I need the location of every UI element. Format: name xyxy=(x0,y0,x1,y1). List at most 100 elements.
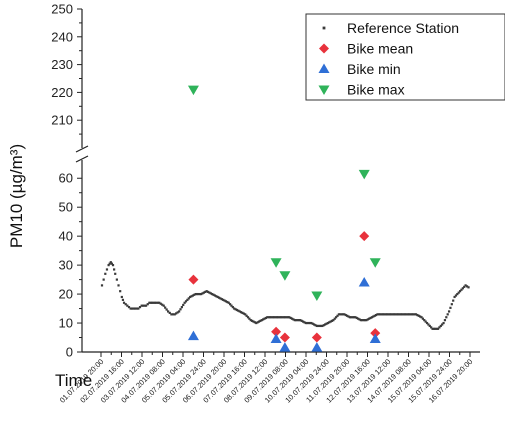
reference-station-point xyxy=(425,321,429,325)
reference-station-point xyxy=(388,313,391,316)
reference-station-point xyxy=(423,319,426,322)
reference-station-point xyxy=(452,299,455,302)
reference-station-point xyxy=(120,295,123,299)
reference-station-point xyxy=(417,314,420,317)
reference-station-point xyxy=(424,320,427,323)
reference-station-point xyxy=(370,316,374,319)
reference-station-point xyxy=(149,301,152,304)
reference-station-point xyxy=(153,301,156,304)
reference-station-point xyxy=(369,316,372,320)
bike-mean-point xyxy=(359,231,370,242)
reference-station-point xyxy=(122,301,126,304)
axis-break-mark xyxy=(75,155,89,163)
reference-station-point xyxy=(318,324,321,328)
reference-station-point xyxy=(242,312,245,315)
reference-station-point xyxy=(124,303,127,306)
reference-station-point xyxy=(381,313,385,316)
reference-station-point xyxy=(300,319,303,322)
reference-station-point xyxy=(111,264,115,267)
reference-station-point xyxy=(176,311,179,314)
bike-max-point xyxy=(187,85,199,96)
reference-station-point xyxy=(162,304,165,307)
reference-station-point xyxy=(273,316,276,319)
reference-station-point xyxy=(354,316,357,319)
reference-station-point xyxy=(223,299,226,302)
reference-station-point xyxy=(301,320,305,323)
reference-station-point xyxy=(377,313,380,316)
reference-station-point xyxy=(133,307,137,310)
reference-station-point xyxy=(262,318,265,321)
reference-station-point xyxy=(152,301,155,304)
reference-station-point xyxy=(463,285,466,288)
reference-station-point xyxy=(217,296,221,299)
y-tick-label: 0 xyxy=(66,345,73,360)
reference-station-point xyxy=(202,291,206,294)
bike-min-point xyxy=(369,333,381,343)
reference-station-point xyxy=(170,313,173,316)
reference-station-point xyxy=(391,313,394,316)
reference-station-point xyxy=(337,313,340,316)
reference-station-point xyxy=(290,317,294,320)
reference-station-point xyxy=(100,284,104,287)
y-tick-label: 30 xyxy=(59,258,73,273)
reference-station-point xyxy=(402,313,405,316)
bike-min-point xyxy=(311,342,323,352)
reference-station-point xyxy=(238,310,241,313)
reference-station-point xyxy=(321,324,324,328)
bike-mean-point xyxy=(188,274,199,285)
reference-station-point xyxy=(340,313,343,316)
reference-station-point xyxy=(195,292,199,296)
reference-station-point xyxy=(328,321,331,324)
reference-station-point xyxy=(282,316,285,319)
reference-station-point xyxy=(156,301,159,304)
reference-station-point xyxy=(456,292,459,296)
reference-station-point xyxy=(359,319,363,322)
reference-station-point xyxy=(161,303,164,306)
reference-station-point xyxy=(271,316,274,319)
reference-station-point xyxy=(151,301,154,304)
reference-station-point xyxy=(436,327,440,330)
reference-station-point xyxy=(332,319,335,322)
reference-station-point xyxy=(205,290,208,293)
reference-station-point xyxy=(362,319,365,322)
reference-station-point xyxy=(390,313,393,316)
reference-station-point xyxy=(431,327,434,330)
reference-station-point xyxy=(164,306,167,309)
reference-station-point xyxy=(135,307,138,310)
reference-station-point xyxy=(102,278,105,281)
reference-station-point xyxy=(416,313,419,317)
reference-station-point xyxy=(208,291,211,294)
reference-station-point xyxy=(246,316,250,319)
reference-station-point xyxy=(277,316,280,319)
reference-station-point xyxy=(405,313,408,316)
reference-station-point xyxy=(311,322,314,325)
reference-station-point xyxy=(216,295,219,299)
reference-station-point xyxy=(408,313,411,316)
bike-min-point xyxy=(358,276,370,287)
reference-station-point xyxy=(348,316,352,319)
reference-station-point xyxy=(155,301,158,304)
reference-station-point xyxy=(465,285,469,288)
reference-station-point xyxy=(315,324,318,328)
reference-station-point xyxy=(110,262,114,265)
reference-station-point xyxy=(372,315,375,318)
reference-station-point xyxy=(457,291,460,294)
reference-station-point xyxy=(401,313,404,316)
reference-station-point xyxy=(235,308,239,312)
reference-station-point xyxy=(365,319,368,322)
reference-station-point xyxy=(222,298,225,301)
reference-station-point xyxy=(175,312,178,315)
reference-station-point xyxy=(255,321,258,325)
y-tick-label: 210 xyxy=(51,113,73,128)
reference-station-point xyxy=(252,320,255,323)
legend-box xyxy=(305,13,505,101)
reference-station-point xyxy=(306,321,309,325)
reference-station-point xyxy=(295,319,298,322)
reference-station-point xyxy=(143,304,146,307)
reference-station-point xyxy=(441,323,444,326)
reference-station-point xyxy=(173,313,176,316)
reference-station-point xyxy=(460,288,463,291)
bike-max-point xyxy=(369,258,381,268)
reference-station-point xyxy=(231,306,234,309)
